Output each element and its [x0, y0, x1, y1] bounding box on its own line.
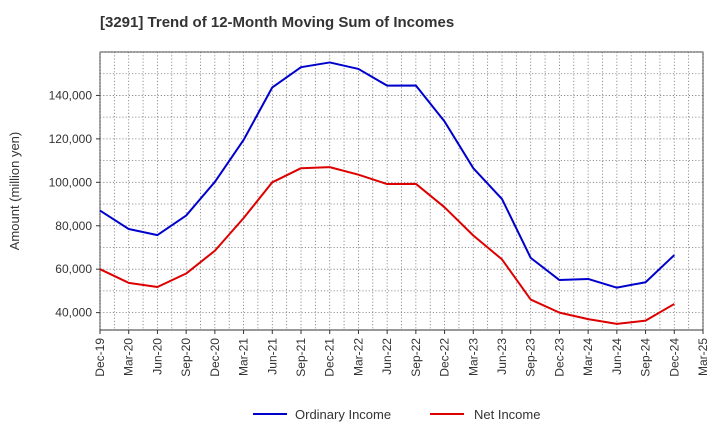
x-tick-label: Sep-21 [294, 338, 308, 377]
legend: Ordinary Income Net Income [253, 407, 540, 422]
y-axis-title: Amount (million yen) [7, 132, 22, 251]
y-axis-ticks: 40,000 60,000 80,000 100,000 120,000 140,000 [49, 88, 100, 320]
y-tick-label: 140,000 [49, 88, 93, 102]
x-tick-label: Jun-23 [495, 338, 509, 375]
y-tick-label: 40,000 [55, 306, 92, 320]
x-tick-label: Dec-23 [552, 338, 566, 377]
legend-label-ordinary-income: Ordinary Income [295, 407, 391, 422]
ordinary-income-line [99, 61, 675, 289]
x-tick-label: Mar-23 [466, 338, 480, 376]
x-tick-label: Dec-20 [208, 338, 222, 377]
x-tick-label: Sep-24 [639, 338, 653, 377]
x-tick-label: Jun-21 [265, 338, 279, 375]
x-tick-label: Jun-22 [380, 338, 394, 375]
x-tick-label: Mar-24 [581, 338, 595, 376]
y-tick-label: 120,000 [49, 132, 93, 146]
x-tick-label: Dec-24 [667, 338, 681, 377]
y-tick-label: 60,000 [55, 262, 92, 276]
x-tick-label: Mar-25 [696, 338, 710, 376]
grid-lines [99, 51, 704, 330]
x-tick-label: Mar-21 [237, 338, 251, 376]
x-tick-label: Jun-20 [150, 338, 164, 375]
series-lines [99, 61, 675, 325]
y-tick-label: 100,000 [49, 175, 93, 189]
x-tick-label: Dec-19 [93, 338, 107, 377]
x-tick-label: Mar-22 [351, 338, 365, 376]
x-tick-label: Jun-24 [610, 338, 624, 375]
y-tick-label: 80,000 [55, 219, 92, 233]
legend-label-net-income: Net Income [474, 407, 540, 422]
x-tick-label: Dec-21 [323, 338, 337, 377]
x-tick-label: Sep-23 [524, 338, 538, 377]
chart-title: [3291] Trend of 12-Month Moving Sum of I… [100, 14, 455, 31]
x-tick-label: Mar-20 [122, 338, 136, 376]
x-axis-ticks: Dec-19 Mar-20 Jun-20 Sep-20 Dec-20 Mar-21 Jun-… [93, 330, 710, 377]
x-tick-label: Sep-22 [409, 338, 423, 377]
x-tick-label: Sep-20 [179, 338, 193, 377]
net-income-line [99, 166, 675, 325]
x-tick-label: Dec-22 [438, 338, 452, 377]
